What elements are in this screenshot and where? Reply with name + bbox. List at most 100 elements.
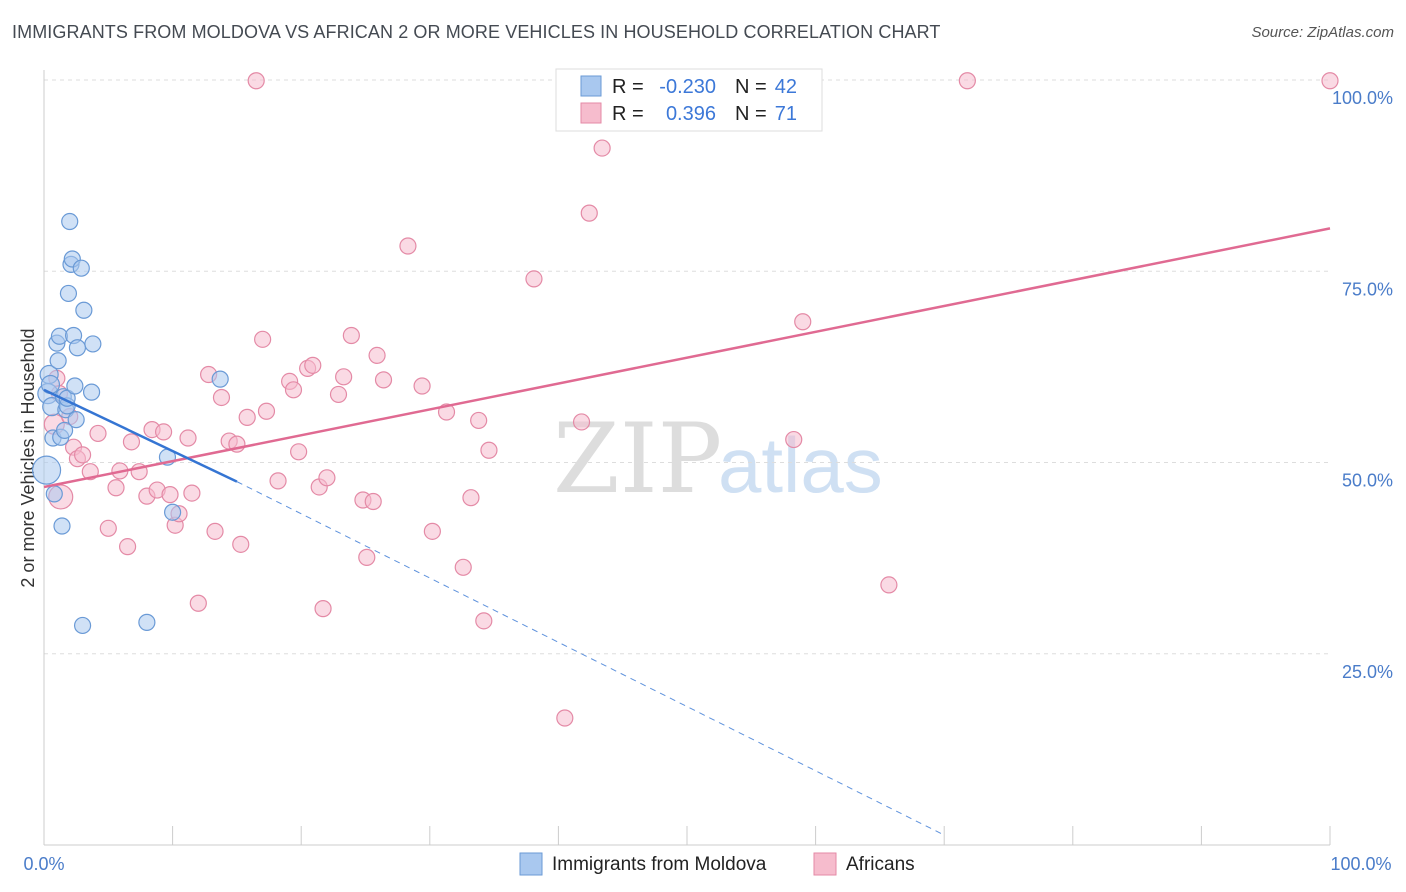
africans-point-53 (399, 237, 417, 255)
africans-point-38 (284, 381, 303, 399)
legend-swatch-pink (580, 102, 602, 124)
moldova-point-28 (82, 383, 101, 401)
moldova-point-33 (211, 370, 229, 388)
moldova-point-26 (73, 616, 92, 635)
africans-point-13 (118, 538, 137, 556)
africans-point-45 (329, 385, 348, 404)
moldova-point-30 (138, 613, 156, 631)
moldova-point-27 (75, 301, 93, 319)
africans-point-54 (413, 377, 431, 395)
moldova-point-32 (164, 503, 182, 521)
africans-point-34 (254, 330, 272, 348)
africans-point-14 (122, 433, 141, 451)
legend-swatch-blue (580, 75, 602, 97)
y-tick-label-100: 100.0% (1332, 88, 1393, 108)
moldova-point-22 (66, 377, 84, 395)
africans-point-62 (525, 270, 543, 288)
moldova-point-25 (72, 259, 90, 277)
y-tick-label-50: 50.0% (1342, 471, 1393, 491)
chart-title: IMMIGRANTS FROM MOLDOVA VS AFRICAN 2 OR … (12, 22, 941, 42)
africans-point-57 (454, 558, 472, 576)
africans-point-41 (304, 356, 322, 374)
x-tick-marks (43, 826, 1331, 845)
africans-point-32 (238, 408, 256, 426)
africans-point-63 (556, 709, 574, 727)
y-tick-label-25: 25.0% (1342, 662, 1393, 682)
africans-point-46 (335, 368, 353, 386)
moldova-trend-line (43, 388, 238, 483)
africans-point-24 (183, 484, 201, 502)
africans-point-69 (880, 576, 898, 594)
africans-point-61 (480, 441, 498, 459)
legend-r-label-pink: R = (612, 103, 644, 125)
legend-n-label-blue: N = (735, 76, 767, 98)
africans-point-51 (368, 346, 386, 364)
moldova-point-6 (45, 485, 63, 503)
africans-point-59 (470, 411, 488, 430)
y-tick-label-75: 75.0% (1342, 279, 1393, 299)
africans-point-9 (89, 424, 107, 443)
series-label-moldova: Immigrants from Moldova (552, 854, 767, 875)
africans-point-60 (475, 612, 493, 630)
series-legend: Immigrants from Moldova Africans (519, 852, 915, 876)
africans-point-20 (161, 486, 179, 504)
y-tick-labels: 25.0% 50.0% 75.0% 100.0% (1332, 88, 1393, 682)
legend-n-label-pink: N = (735, 103, 767, 125)
moldova-point-17 (59, 284, 78, 303)
africans-point-58 (462, 489, 480, 507)
gridlines (44, 79, 1330, 655)
africans-point-25 (189, 594, 207, 612)
legend-r-label-blue: R = (612, 76, 644, 98)
legend-r-value-blue: -0.230 (659, 76, 716, 98)
series-swatch-moldova (519, 852, 543, 876)
moldova-point-24 (68, 339, 87, 357)
africans-point-33 (247, 72, 265, 90)
africans-point-23 (179, 429, 197, 447)
africans-point-47 (342, 326, 360, 345)
africans-point-55 (423, 522, 441, 540)
africans-point-28 (212, 388, 231, 407)
africans-point-67 (785, 430, 803, 449)
africans-point-52 (374, 371, 393, 389)
legend-n-value-blue: 42 (775, 76, 797, 98)
africans-point-39 (290, 443, 308, 461)
moldova-point-13 (55, 421, 74, 439)
africans-trend-line (43, 227, 1331, 489)
africans-point-35 (257, 402, 276, 420)
moldova-point-29 (84, 335, 102, 353)
africans-point-43 (314, 600, 332, 618)
africans-point-7 (73, 446, 92, 464)
africans-point-50 (364, 492, 382, 511)
moldova-point-0 (31, 455, 62, 485)
africans-point-36 (269, 472, 287, 490)
legend-n-value-pink: 71 (775, 103, 797, 125)
y-axis-label: 2 or more Vehicles in Household (18, 328, 38, 587)
africans-point-49 (358, 548, 376, 566)
africans-point-71 (1321, 72, 1339, 90)
africans-point-64 (572, 413, 591, 431)
africans-point-31 (232, 535, 250, 553)
africans-point-70 (958, 72, 976, 90)
africans-point-68 (794, 313, 812, 331)
x-tick-label-max: 100.0% (1330, 854, 1391, 874)
africans-point-44 (318, 469, 336, 487)
africans-point-27 (206, 522, 224, 540)
africans-point-11 (107, 479, 125, 497)
moldova-point-23 (67, 411, 85, 429)
africans-point-10 (99, 519, 117, 537)
moldova-trend-extension (236, 481, 945, 836)
series-label-africans: Africans (846, 854, 915, 875)
africans-points (43, 72, 1339, 727)
africans-point-65 (580, 204, 598, 222)
stats-legend: R = -0.230 N = 42 R = 0.396 N = 71 (555, 68, 823, 132)
watermark: ZIP atlas (553, 403, 883, 515)
moldova-point-18 (61, 212, 79, 231)
series-swatch-africans (813, 852, 837, 876)
africans-point-66 (593, 139, 611, 157)
africans-point-19 (154, 423, 173, 441)
moldova-point-11 (53, 517, 71, 535)
moldova-point-8 (49, 352, 67, 370)
moldova-points (31, 212, 229, 635)
x-tick-label-min: 0.0% (23, 854, 64, 874)
